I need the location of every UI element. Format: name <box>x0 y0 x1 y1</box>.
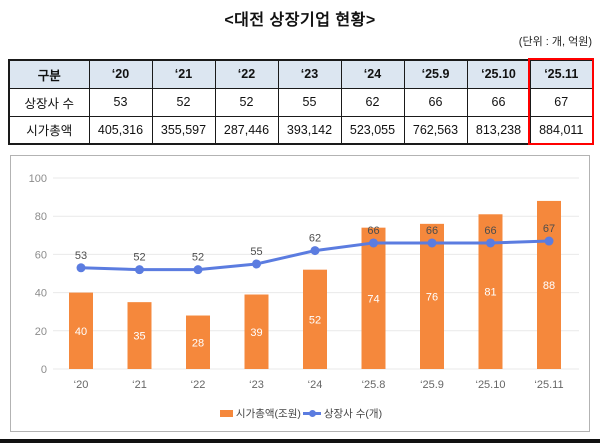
table-row: 상장사 수 53 52 52 55 62 66 66 67 <box>8 87 594 117</box>
table-cell: 66 <box>403 87 468 117</box>
x-axis-label: ‘25.10 <box>476 379 506 391</box>
point-label: 55 <box>250 246 262 258</box>
point-label: 52 <box>192 252 204 264</box>
bar <box>420 223 444 369</box>
x-axis-label: ‘25.9 <box>420 379 444 391</box>
bottom-divider <box>0 439 600 443</box>
table-cell: 67 <box>529 87 594 117</box>
combo-chart: 0 20 40 60 80 100 40 35 28 39 52 74 76 81 88 53 52 52 55 62… <box>10 155 590 432</box>
bar <box>186 315 210 369</box>
line-point <box>369 238 378 248</box>
legend-label: 시가총액(조원) <box>235 408 301 420</box>
table-cell: 55 <box>277 87 342 117</box>
table-header-cell: ‘21 <box>151 59 216 89</box>
bar <box>69 292 93 369</box>
line-point <box>252 259 261 269</box>
table-header-cell: ‘24 <box>340 59 405 89</box>
table-header-cell: ‘23 <box>277 59 342 89</box>
bar <box>303 269 327 369</box>
point-label: 62 <box>309 233 321 245</box>
y-axis-label: 60 <box>35 249 47 261</box>
table-header-cell: ‘20 <box>88 59 153 89</box>
x-axis-label: ‘24 <box>308 379 323 391</box>
table-cell: 405,316 <box>88 115 153 145</box>
table-cell: 62 <box>340 87 405 117</box>
x-axis-label: ‘22 <box>191 379 206 391</box>
legend-line-swatch-icon <box>302 409 321 418</box>
bar <box>127 302 152 369</box>
table-header-cell: ‘25.10 <box>466 59 531 89</box>
table-cell: 355,597 <box>151 115 216 145</box>
line-point <box>76 263 86 273</box>
bar-label: 74 <box>367 293 379 305</box>
table-header-cell: 구분 <box>8 59 90 89</box>
line-point <box>427 238 437 248</box>
table-header-row: 구분 ‘20 ‘21 ‘22 ‘23 ‘24 ‘25.9 ‘25.10 ‘25.11 <box>8 59 594 89</box>
y-axis-label: 80 <box>35 211 47 223</box>
row-label: 상장사 수 <box>8 87 90 117</box>
table-cell: 53 <box>88 87 153 117</box>
bar <box>244 294 269 369</box>
bar-label: 39 <box>250 327 262 339</box>
legend-item: 시가총액(조원) <box>219 406 301 421</box>
table-header-cell: ‘25.11 <box>529 59 594 89</box>
table-cell: 393,142 <box>277 115 342 145</box>
point-label: 66 <box>426 225 438 237</box>
line-point <box>193 265 203 275</box>
chart-canvas: 0 20 40 60 80 100 40 35 28 39 52 74 76 81 88 53 52 52 55 62… <box>29 173 579 391</box>
bar <box>361 227 386 369</box>
point-label: 52 <box>133 252 145 264</box>
bar-label: 35 <box>133 331 145 343</box>
table-cell: 523,055 <box>340 115 405 145</box>
table-cell: 813,238 <box>466 115 531 145</box>
bar-label: 52 <box>309 314 321 326</box>
line-point <box>135 265 144 275</box>
table-header-cell: ‘22 <box>214 59 279 89</box>
x-axis-label: ‘25.11 <box>534 379 563 391</box>
row-label: 시가총액 <box>8 115 90 145</box>
table-cell: 66 <box>466 87 531 117</box>
x-axis-label: ‘20 <box>74 379 89 391</box>
legend-label: 상장사 수(개) <box>323 408 383 420</box>
line-point <box>310 246 320 256</box>
y-axis-label: 100 <box>29 173 47 185</box>
x-axis-label: ‘23 <box>249 379 264 391</box>
x-axis-label: ‘25.8 <box>362 379 386 391</box>
table-cell: 762,563 <box>403 115 468 145</box>
table-cell: 287,446 <box>214 115 279 145</box>
chart-legend: 시가총액(조원) 상장사 수(개) <box>11 406 591 421</box>
bar-label: 28 <box>192 337 204 349</box>
table-cell: 52 <box>151 87 216 117</box>
point-label: 66 <box>367 225 379 237</box>
bar <box>537 200 561 369</box>
y-axis-label: 20 <box>35 326 47 338</box>
table-row: 시가총액 405,316 355,597 287,446 393,142 523,055 7… <box>8 115 594 145</box>
page-title: <대전 상장기업 현황> <box>224 12 376 29</box>
table-cell: 884,011 <box>529 115 594 145</box>
unit-note: (단위 : 개, 억원) <box>518 36 592 48</box>
bar-label: 81 <box>484 287 496 299</box>
table-cell: 52 <box>214 87 279 117</box>
x-axis-label: ‘21 <box>132 379 147 391</box>
point-label: 67 <box>543 223 555 235</box>
point-label: 66 <box>484 225 496 237</box>
table-body: 상장사 수 53 52 52 55 62 66 66 67 시가총액 405,316 355,597 2… <box>8 87 594 145</box>
bar-label: 76 <box>426 291 438 303</box>
data-table: 구분 ‘20 ‘21 ‘22 ‘23 ‘24 ‘25.9 ‘25.10 ‘25.11 상장사 수… <box>8 59 594 145</box>
legend-bar-swatch-icon <box>219 410 233 417</box>
bar-label: 40 <box>75 326 87 338</box>
legend-item: 상장사 수(개) <box>302 406 383 421</box>
y-axis-label: 40 <box>35 288 47 300</box>
bar-label: 88 <box>543 280 555 292</box>
y-axis-label: 0 <box>41 364 47 376</box>
table-header-cell: ‘25.9 <box>403 59 468 89</box>
point-label: 53 <box>75 250 87 262</box>
line-point <box>544 236 554 246</box>
line-point <box>486 238 495 248</box>
